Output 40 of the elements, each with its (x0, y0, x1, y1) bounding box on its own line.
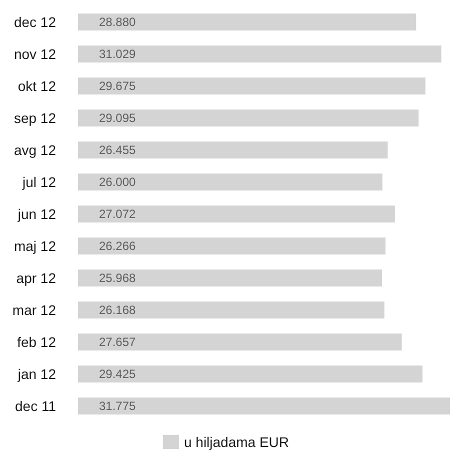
bar (78, 14, 416, 30)
data-label: 29.095 (99, 111, 136, 125)
bar (78, 334, 402, 350)
bar (78, 174, 382, 190)
data-label: 28.880 (99, 15, 136, 29)
data-label: 27.657 (99, 335, 136, 349)
bar (78, 270, 382, 286)
data-label: 26.168 (99, 303, 136, 317)
data-label: 31.775 (99, 399, 136, 413)
data-label: 27.072 (99, 207, 136, 221)
y-tick-label: dec 11 (15, 398, 56, 414)
data-label: 26.455 (99, 143, 136, 157)
y-tick-label: maj 12 (14, 238, 56, 254)
y-tick-label: jul 12 (22, 174, 56, 190)
bar (78, 78, 426, 94)
legend-label: u hiljadama EUR (184, 434, 290, 450)
data-label: 31.029 (99, 47, 136, 61)
y-tick-label: sep 12 (14, 110, 56, 126)
data-label: 26.000 (99, 175, 136, 189)
y-tick-label: jun 12 (16, 206, 56, 222)
y-tick-label: nov 12 (14, 46, 56, 62)
y-tick-label: avg 12 (14, 142, 56, 158)
y-tick-label: feb 12 (17, 334, 56, 350)
data-label: 29.425 (99, 367, 136, 381)
y-tick-label: dec 12 (14, 14, 56, 30)
bar (78, 366, 422, 382)
bar (78, 398, 450, 414)
data-label: 25.968 (99, 271, 136, 285)
bar (78, 142, 388, 158)
bar (78, 206, 395, 222)
y-tick-label: mar 12 (12, 302, 56, 318)
data-label: 29.675 (99, 79, 136, 93)
bar (78, 302, 384, 318)
bar (78, 110, 419, 126)
y-tick-label: okt 12 (18, 78, 56, 94)
bar (78, 238, 386, 254)
y-tick-label: apr 12 (16, 270, 56, 286)
data-label: 26.266 (99, 239, 136, 253)
bar (78, 46, 442, 62)
y-tick-label: jan 12 (16, 366, 56, 382)
